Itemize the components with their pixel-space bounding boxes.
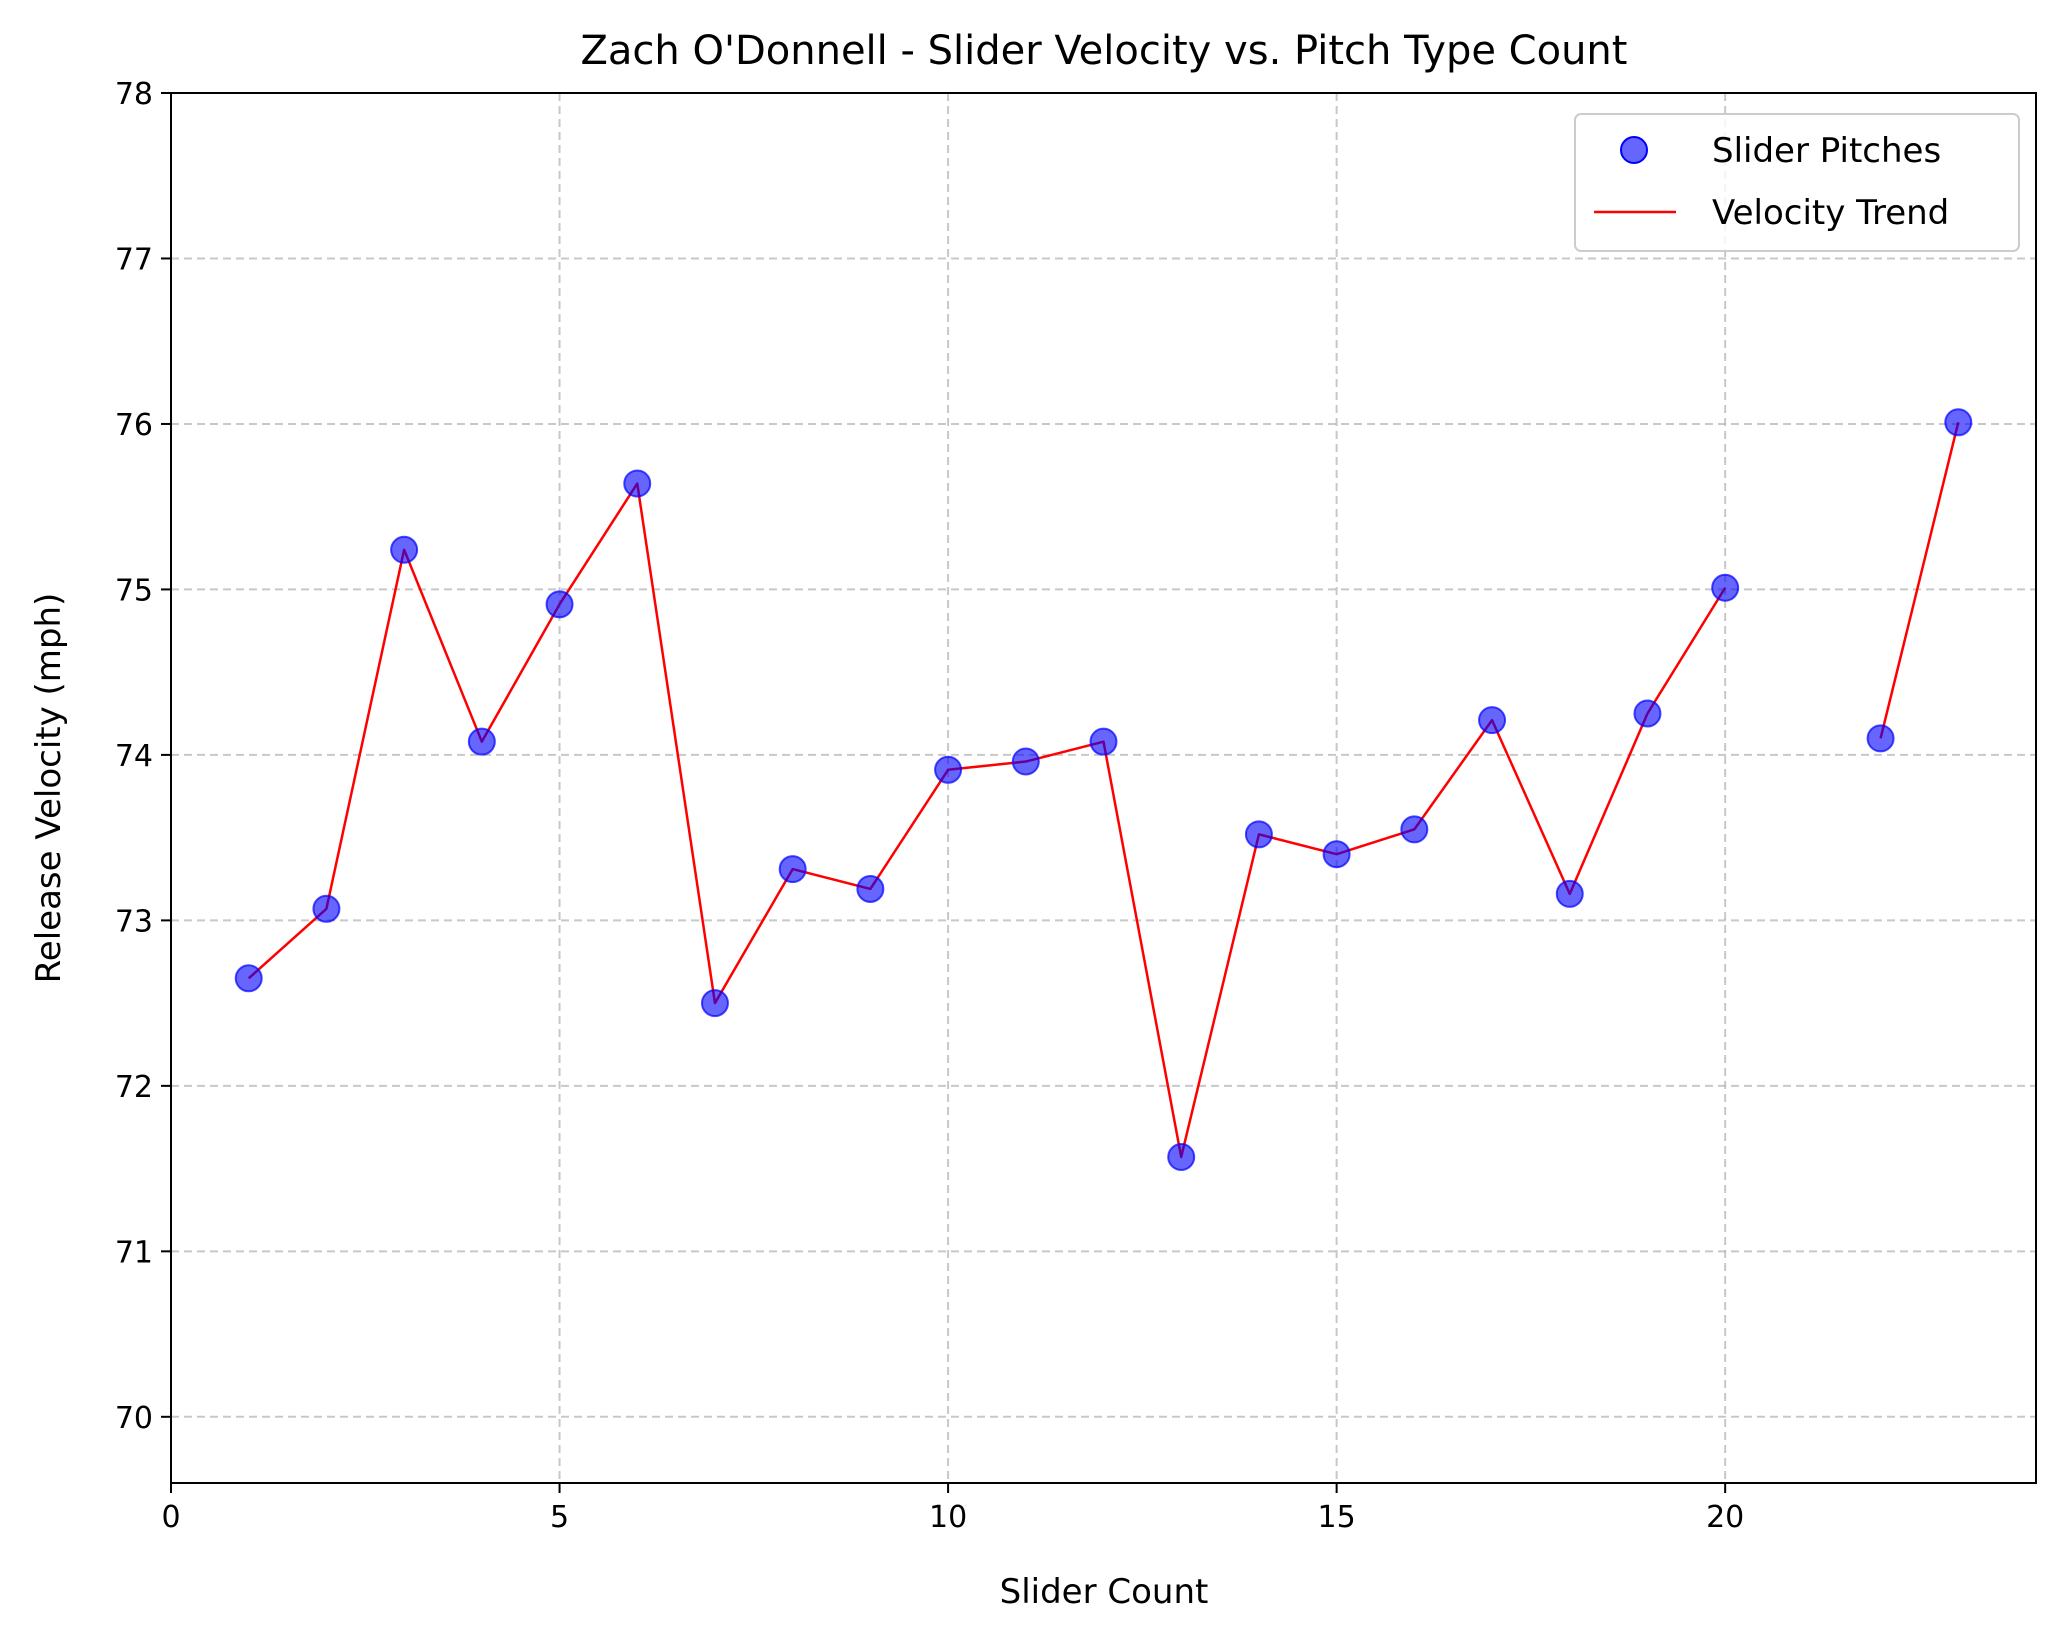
slider-pitch-point: [1167, 1143, 1196, 1172]
legend-label-velocity-trend: Velocity Trend: [1712, 193, 1949, 233]
plot-frame: [170, 92, 2037, 1484]
chart-title: Zach O'Donnell - Slider Velocity vs. Pit…: [581, 28, 1628, 74]
slider-pitch-point: [234, 964, 263, 993]
y-tick-label: 76: [115, 408, 153, 443]
slider-pitch-point: [778, 855, 807, 884]
slider-pitch-point: [390, 535, 419, 564]
x-tick-label: 15: [1318, 1500, 1356, 1535]
grid: [171, 93, 2036, 1483]
legend-box: [1574, 113, 2020, 252]
legend-scatter-marker: [1620, 136, 1648, 164]
slider-pitch-point: [1089, 727, 1118, 756]
slider-pitch-point: [1944, 408, 1973, 437]
x-axis: 0 5 10 15 20: [161, 1483, 1744, 1535]
y-tick-label: 70: [115, 1401, 153, 1436]
slider-pitch-point: [545, 590, 574, 619]
slider-pitch-point: [856, 874, 885, 903]
legend: Slider Pitches Velocity Trend: [1574, 113, 2020, 252]
slider-pitch-point: [467, 727, 496, 756]
slider-pitch-point: [312, 894, 341, 923]
y-axis: 70 71 72 73 74 75 76 77 78: [115, 77, 171, 1436]
y-tick-label: 74: [115, 739, 153, 774]
legend-label-slider-pitches: Slider Pitches: [1712, 131, 1941, 171]
slider-pitch-point: [1633, 699, 1662, 728]
slider-pitch-point: [1711, 573, 1740, 602]
y-axis-label: Release Velocity (mph): [29, 593, 69, 984]
y-tick-label: 71: [115, 1235, 153, 1270]
x-tick-label: 5: [550, 1500, 569, 1535]
slider-pitch-point: [1866, 724, 1895, 753]
x-tick-label: 10: [929, 1500, 967, 1535]
trend-line-layer: [247, 421, 1960, 1159]
slider-pitch-point: [1555, 879, 1584, 908]
velocity-trend-line-segment: [1879, 421, 1960, 739]
slider-pitch-point: [934, 755, 963, 784]
y-tick-label: 75: [115, 573, 153, 608]
y-tick-label: 72: [115, 1070, 153, 1105]
slider-pitch-point: [623, 469, 652, 498]
slider-pitch-point: [1322, 840, 1351, 869]
y-tick-label: 73: [115, 904, 153, 939]
slider-pitch-point: [1011, 747, 1040, 776]
x-tick-label: 0: [161, 1500, 180, 1535]
slider-pitch-point: [1400, 815, 1429, 844]
scatter-layer: [234, 408, 1973, 1172]
velocity-trend-line-segment: [247, 482, 1727, 1159]
slider-pitch-point: [1478, 706, 1507, 735]
y-tick-label: 77: [115, 242, 153, 277]
x-axis-label: Slider Count: [1000, 1572, 1209, 1612]
slider-pitch-point: [1244, 820, 1273, 849]
slider-pitch-point: [700, 989, 729, 1018]
y-tick-label: 78: [115, 77, 153, 112]
x-tick-label: 20: [1706, 1500, 1744, 1535]
